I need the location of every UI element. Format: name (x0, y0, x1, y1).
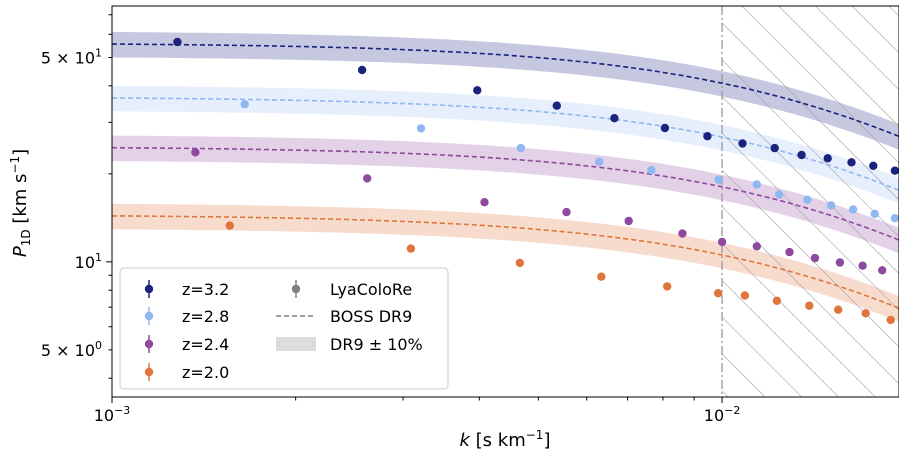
data-point (703, 132, 712, 141)
data-point (858, 261, 867, 270)
data-point (480, 198, 489, 207)
lyacolore-points (173, 37, 899, 325)
data-point (890, 214, 899, 223)
legend-marker-z-2-8 (144, 311, 154, 321)
data-point (717, 237, 727, 247)
y-axis-ticks: 5 × 100 101 5 × 101 (41, 14, 112, 379)
fit-line-z-3-2 (112, 43, 899, 138)
data-point (240, 100, 249, 109)
data-point (552, 101, 561, 110)
data-point (473, 86, 482, 95)
data-point (738, 139, 747, 148)
legend-marker-z-2-0 (144, 367, 154, 377)
data-point (173, 37, 182, 47)
data-point (772, 296, 782, 305)
data-point (848, 205, 858, 214)
data-point (870, 209, 879, 218)
legend-marker-lyacolore (291, 284, 301, 294)
data-point (827, 201, 836, 210)
data-point (713, 289, 723, 298)
data-point (624, 216, 633, 226)
legend-marker-z-2-4 (144, 339, 154, 349)
data-point (869, 161, 878, 170)
fit-line-z-2-4 (112, 146, 899, 241)
data-point (714, 175, 723, 184)
legend-label: LyaColoRe (330, 280, 412, 299)
data-point (660, 123, 670, 133)
legend-label: DR9 ± 10% (330, 335, 423, 354)
legend-marker-z-3-2 (144, 284, 154, 294)
data-point (562, 207, 571, 217)
data-point (886, 315, 895, 325)
x-tick-label: 10−3 (94, 404, 131, 425)
fit-line-z-2-0 (112, 215, 899, 309)
plot-frame (111, 5, 899, 398)
y-axis-label: P1D [km s−1] (8, 149, 33, 257)
data-point (797, 150, 806, 160)
data-point (835, 258, 845, 267)
data-point (647, 165, 656, 175)
data-point (823, 154, 832, 163)
data-point (595, 157, 604, 166)
data-point (363, 174, 372, 183)
data-point (810, 253, 820, 263)
data-point (191, 148, 200, 157)
data-point (770, 143, 779, 153)
data-point (416, 124, 426, 133)
data-point (785, 247, 794, 257)
y-tick-label: 5 × 101 (41, 46, 102, 67)
x-axis-label: k [s km−1] (460, 428, 551, 451)
data-point (678, 229, 687, 238)
legend: z=3.2 z=2.8 z=2.4 z=2.0 LyaColoRe BOSS DR9 DR9… (119, 267, 449, 390)
x-tick-label: 10−2 (704, 404, 741, 425)
data-point (515, 258, 524, 268)
legend-label: BOSS DR9 (330, 307, 412, 326)
data-point (406, 244, 416, 253)
data-point (610, 114, 619, 123)
data-point (847, 158, 856, 167)
legend-label: z=2.0 (182, 363, 229, 382)
data-point (878, 266, 887, 275)
legend-label: z=2.4 (182, 335, 229, 354)
dr9-fit-curves (112, 43, 899, 309)
data-point (805, 301, 814, 310)
data-point (225, 221, 234, 230)
data-point (752, 242, 761, 251)
data-point (597, 272, 606, 281)
legend-label: z=3.2 (182, 280, 229, 299)
data-point (803, 195, 812, 204)
y-tick-label: 101 (75, 251, 102, 272)
legend-band-swatch (276, 337, 316, 351)
data-point (890, 166, 899, 175)
legend-box (119, 267, 449, 390)
data-point (752, 180, 761, 189)
data-point (774, 190, 784, 199)
data-point (663, 282, 672, 291)
data-point (740, 291, 750, 300)
data-point (516, 143, 526, 153)
data-point (834, 305, 843, 314)
data-point (357, 65, 367, 75)
y-tick-label: 5 × 100 (41, 339, 102, 360)
legend-label: z=2.8 (182, 307, 229, 326)
fit-line-z-2-8 (112, 97, 899, 191)
data-point (861, 309, 870, 318)
x-axis-ticks: 10−3 10−2 (94, 397, 741, 425)
